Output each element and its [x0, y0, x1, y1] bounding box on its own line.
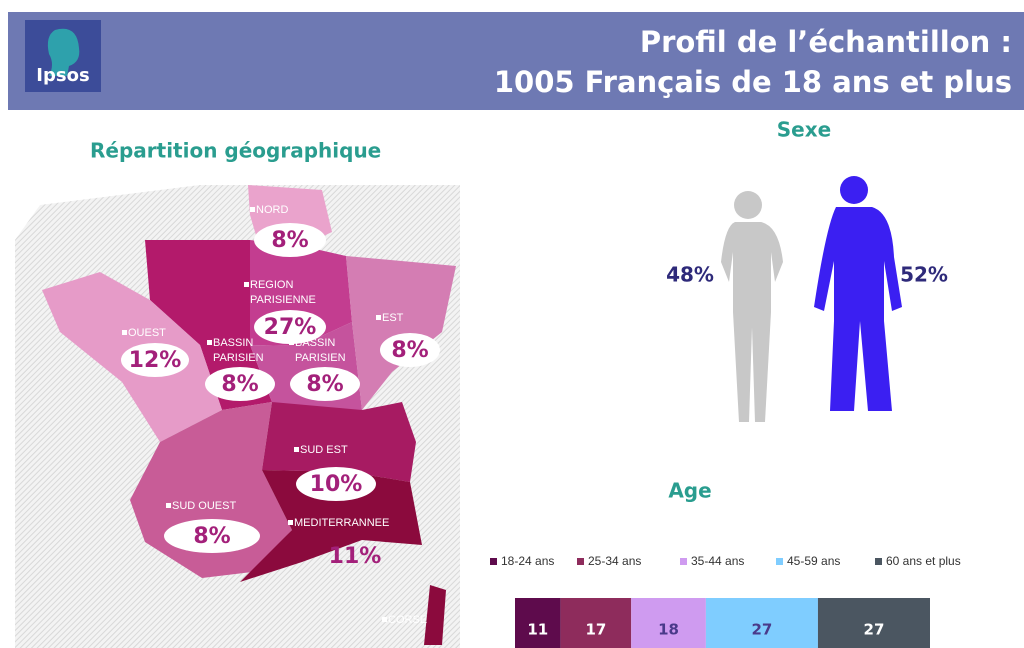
bar-segment — [560, 598, 632, 648]
legend-swatch — [490, 558, 497, 565]
region-value: 10% — [310, 472, 363, 497]
region-name: PARISIEN — [213, 352, 264, 364]
men — [814, 176, 902, 411]
men-value: 52% — [900, 263, 948, 287]
value-oval — [205, 367, 275, 401]
region — [262, 402, 416, 482]
bullet — [289, 340, 294, 345]
bar-segment — [515, 598, 561, 648]
value-oval — [380, 333, 440, 367]
bullet — [376, 315, 381, 320]
legend-label: 25-34 ans — [588, 554, 641, 568]
bar-label: 18 — [658, 621, 679, 639]
bar-label: 27 — [864, 621, 885, 639]
region-value: 8% — [271, 228, 308, 253]
bar-segment — [631, 598, 706, 648]
region-name: CORSE — [388, 614, 427, 626]
legend-swatch — [875, 558, 882, 565]
region — [424, 585, 446, 645]
region-name: NORD — [256, 204, 288, 216]
bullet — [122, 330, 127, 335]
region-name: SUD OUEST — [172, 500, 236, 512]
value-oval — [254, 310, 326, 344]
legend-label: 45-59 ans — [787, 554, 840, 568]
sexe-title: Sexe — [777, 118, 831, 142]
region-name: EST — [382, 312, 404, 324]
value-oval — [296, 467, 376, 501]
header-bar — [8, 12, 1024, 110]
age-title: Age — [668, 479, 711, 503]
region-name: MEDITERRANNEE — [294, 517, 389, 529]
region-name: BASSIN — [213, 337, 253, 349]
value-oval — [290, 367, 360, 401]
bullet — [382, 617, 387, 622]
title: 1005 Français de 18 ans et plus — [494, 65, 1012, 99]
bullet — [294, 447, 299, 452]
region-value: 8% — [306, 372, 343, 397]
geo-title: Répartition géographique — [90, 139, 381, 163]
bullet — [288, 520, 293, 525]
region-name: PARISIEN — [295, 352, 346, 364]
logo-text: Ipsos — [36, 65, 89, 86]
bar-segment — [817, 598, 930, 648]
bar-label: 17 — [585, 621, 606, 639]
bar-label: 11 — [527, 621, 548, 639]
bullet — [207, 340, 212, 345]
legend-label: 60 ans et plus — [886, 554, 961, 568]
region — [346, 256, 456, 410]
map — [15, 185, 460, 648]
bar-label: 27 — [751, 621, 772, 639]
legend-swatch — [680, 558, 687, 565]
legend-swatch — [776, 558, 783, 565]
bullet — [250, 207, 255, 212]
value-oval — [121, 343, 189, 377]
region-value: 11% — [329, 544, 382, 569]
value-oval — [164, 519, 260, 553]
region-name: PARISIENNE — [250, 294, 316, 306]
bar-segment — [705, 598, 818, 648]
bullet — [166, 503, 171, 508]
region-value: 12% — [129, 348, 182, 373]
women-value: 48% — [666, 263, 714, 287]
title: Profil de l’échantillon : — [640, 25, 1012, 59]
women — [721, 191, 783, 422]
region-value: 8% — [193, 524, 230, 549]
region-value: 8% — [391, 338, 428, 363]
legend-label: 18-24 ans — [501, 554, 554, 568]
logo-icon — [47, 28, 80, 76]
legend-label: 35-44 ans — [691, 554, 744, 568]
region-name: BASSIN — [295, 337, 335, 349]
region-name: OUEST — [128, 327, 166, 339]
region-value: 27% — [264, 315, 317, 340]
legend-swatch — [577, 558, 584, 565]
region-name: REGION — [250, 279, 293, 291]
region — [240, 470, 422, 582]
region-value: 8% — [221, 372, 258, 397]
region-name: SUD EST — [300, 444, 348, 456]
bullet — [244, 282, 249, 287]
value-oval — [254, 223, 326, 257]
